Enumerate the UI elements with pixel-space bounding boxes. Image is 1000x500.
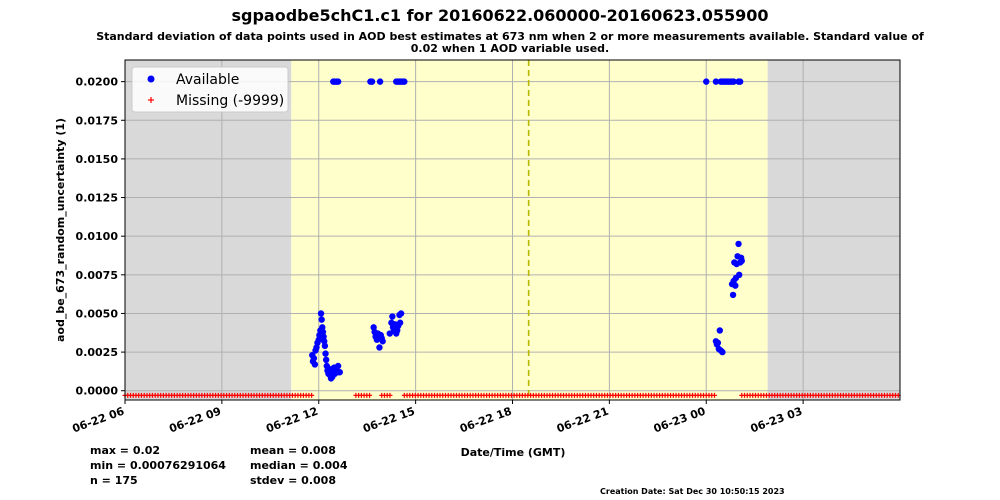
night-band-left bbox=[125, 60, 292, 400]
creation-date: Creation Date: Sat Dec 30 10:50:15 2023 bbox=[600, 487, 785, 496]
y-tick-label: 0.0200 bbox=[76, 76, 119, 89]
data-point bbox=[719, 348, 726, 356]
data-point bbox=[334, 362, 342, 370]
x-tick-label: 06-23 03 bbox=[749, 405, 804, 436]
y-tick-label: 0.0050 bbox=[76, 307, 119, 320]
data-point bbox=[318, 316, 325, 323]
data-point bbox=[311, 361, 319, 368]
data-point bbox=[716, 327, 724, 334]
data-point bbox=[376, 344, 383, 351]
data-point bbox=[738, 257, 745, 265]
data-point bbox=[396, 319, 404, 326]
data-point bbox=[334, 78, 342, 85]
data-point bbox=[379, 338, 386, 345]
y-tick-label: 0.0075 bbox=[76, 269, 118, 282]
x-axis: 06-22 06 06-22 09 06-22 12 06-22 15 06-22 18… bbox=[71, 400, 804, 436]
data-point bbox=[732, 282, 739, 289]
missing-point bbox=[711, 392, 717, 398]
stat-n: n = 175 bbox=[90, 474, 138, 487]
stat-min: min = 0.00076291064 bbox=[90, 459, 226, 472]
x-tick-label: 06-22 15 bbox=[361, 405, 416, 436]
data-point bbox=[712, 78, 720, 85]
stat-stdev: stdev = 0.008 bbox=[250, 474, 336, 487]
y-axis: 0.0000 0.0025 0.0050 0.0075 0.0100 0.0125 0.01… bbox=[76, 76, 125, 398]
data-point bbox=[397, 310, 405, 317]
subtitle-line-2: 0.02 when 1 AOD variable used. bbox=[410, 42, 610, 55]
missing-point bbox=[367, 392, 373, 398]
data-point bbox=[729, 291, 737, 299]
daylight-band bbox=[291, 60, 768, 400]
data-point bbox=[331, 370, 339, 377]
legend: Available Missing (-9999) bbox=[131, 66, 289, 113]
y-tick-label: 0.0150 bbox=[76, 153, 119, 166]
legend-missing-label: Missing (-9999) bbox=[176, 93, 284, 109]
y-tick-label: 0.0125 bbox=[76, 192, 118, 205]
missing-point bbox=[309, 392, 315, 398]
x-tick-label: 06-22 09 bbox=[167, 405, 222, 436]
x-axis-label: Date/Time (GMT) bbox=[461, 446, 566, 459]
x-tick-label: 06-22 12 bbox=[264, 405, 319, 436]
y-tick-label: 0.0000 bbox=[76, 385, 119, 398]
data-point bbox=[735, 271, 743, 279]
available-series bbox=[309, 78, 745, 382]
stat-mean: mean = 0.008 bbox=[250, 444, 336, 457]
missing-point bbox=[387, 392, 393, 398]
y-tick-label: 0.0025 bbox=[76, 346, 118, 359]
data-point bbox=[322, 350, 329, 357]
data-point bbox=[376, 78, 384, 85]
data-point bbox=[730, 78, 737, 85]
legend-available-label: Available bbox=[176, 72, 239, 88]
y-tick-label: 0.0100 bbox=[76, 230, 119, 243]
data-point bbox=[401, 78, 408, 85]
x-tick-label: 06-22 18 bbox=[458, 405, 513, 436]
legend-box bbox=[131, 66, 289, 113]
data-point bbox=[317, 310, 325, 317]
data-point bbox=[328, 365, 335, 373]
y-axis-label: aod_be_673_random_uncertainty (1) bbox=[54, 118, 67, 342]
data-point bbox=[714, 339, 722, 347]
stat-max: max = 0.02 bbox=[90, 444, 160, 457]
chart-title: sgpaodbe5chC1.c1 for 20160622.060000-201… bbox=[231, 6, 769, 25]
data-point bbox=[735, 240, 742, 248]
data-point bbox=[389, 313, 396, 320]
data-point bbox=[321, 342, 329, 350]
data-point bbox=[368, 78, 376, 85]
background-bands bbox=[125, 60, 900, 400]
subtitle-line-1: Standard deviation of data points used i… bbox=[96, 30, 924, 43]
data-point bbox=[336, 368, 343, 376]
night-band-right bbox=[767, 60, 900, 400]
x-tick-label: 06-22 06 bbox=[71, 404, 127, 435]
missing-series bbox=[122, 392, 901, 398]
x-tick-label: 06-22 21 bbox=[555, 405, 610, 436]
x-tick-label: 06-23 00 bbox=[652, 404, 708, 435]
legend-available-marker bbox=[147, 75, 155, 83]
chart-subtitle: Standard deviation of data points used i… bbox=[90, 31, 930, 55]
data-point bbox=[736, 78, 744, 85]
data-point bbox=[703, 78, 710, 85]
data-point bbox=[322, 356, 330, 364]
data-point bbox=[310, 355, 318, 362]
stat-median: median = 0.004 bbox=[250, 459, 348, 472]
grid-lines bbox=[124, 60, 900, 400]
legend-missing-marker bbox=[148, 97, 154, 103]
y-tick-label: 0.0175 bbox=[76, 114, 118, 127]
